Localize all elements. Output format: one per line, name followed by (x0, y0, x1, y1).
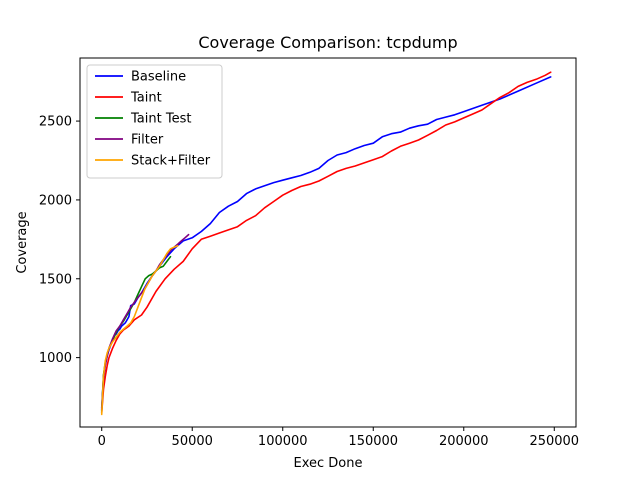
y-tick-label-3: 2500 (39, 115, 72, 130)
y-axis-label: Coverage (15, 211, 30, 273)
x-tick-label-2: 100000 (258, 434, 308, 449)
legend-label-3: Filter (131, 133, 164, 148)
plot-lines (100, 71, 552, 416)
legend-label-4: Stack+Filter (131, 154, 211, 169)
y-tick-label-0: 1000 (39, 351, 72, 366)
series-line-0 (100, 76, 552, 409)
plot-frame (79, 57, 577, 428)
series-line-1 (100, 71, 552, 414)
y-axis-ticks: 1000 1500 2000 2500 (39, 115, 80, 366)
legend-box (86, 64, 223, 179)
y-tick-label-1: 1500 (39, 272, 72, 287)
x-tick-label-4: 200000 (439, 434, 489, 449)
x-axis-label: Exec Done (294, 456, 363, 471)
y-tick-label-2: 2000 (39, 193, 72, 208)
legend-label-1: Taint (130, 91, 162, 106)
x-tick-label-0: 0 (98, 434, 106, 449)
x-tick-label-3: 150000 (348, 434, 398, 449)
x-tick-label-5: 250000 (529, 434, 579, 449)
legend-label-2: Taint Test (130, 112, 191, 127)
series-line-4 (100, 244, 179, 416)
x-tick-label-1: 50000 (172, 434, 213, 449)
legend: Baseline Taint Taint Test Filter Stack+Filte… (86, 64, 223, 179)
legend-label-0: Baseline (131, 70, 186, 85)
x-axis-ticks: 0 50000 100000 150000 200000 250000 (98, 427, 579, 449)
chart-title: Coverage Comparison: tcpdump (198, 33, 457, 52)
